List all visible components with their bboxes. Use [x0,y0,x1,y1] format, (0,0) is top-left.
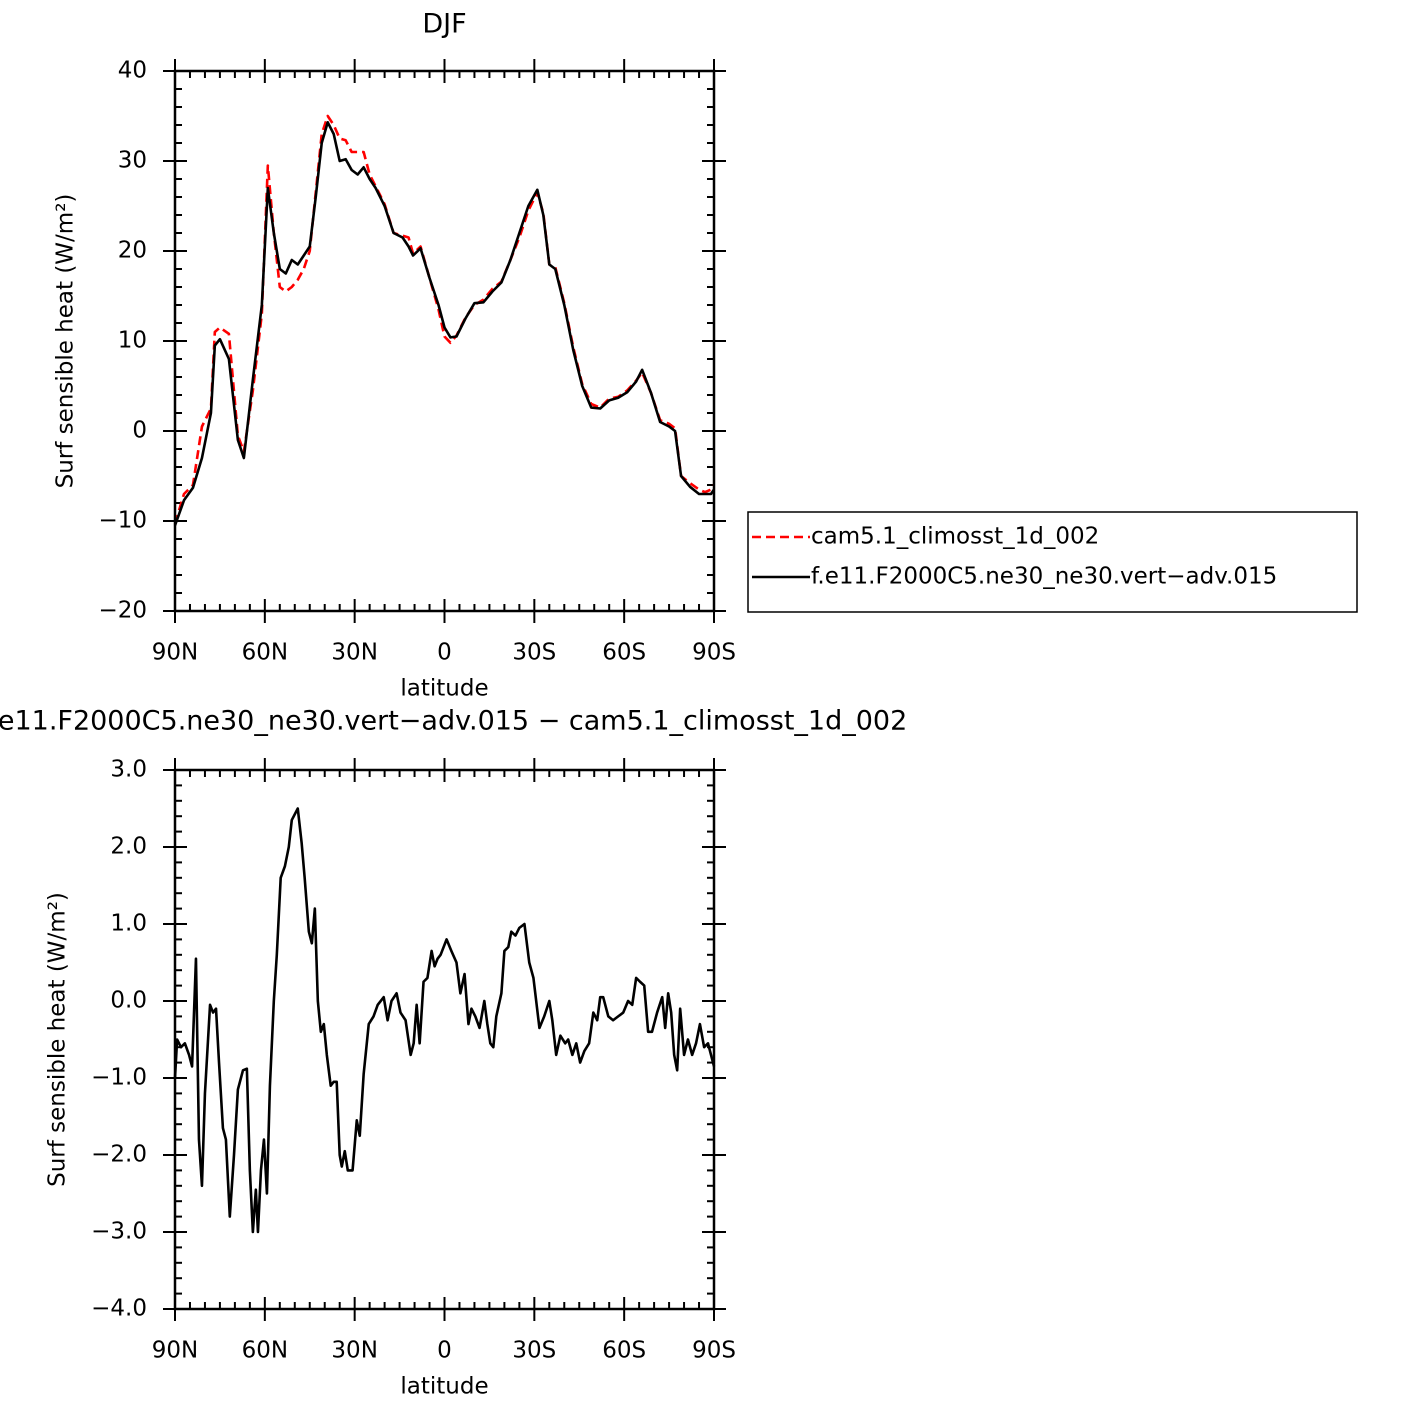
data-line [173,114,716,525]
x-tick-label: 60N [242,1338,288,1364]
chart-title: DJF [422,9,466,40]
y-tick-label: 3.0 [110,757,147,783]
x-axis-label: latitude [400,1374,488,1400]
y-tick-label: −20 [98,598,147,624]
y-tick-label: 0 [132,418,147,444]
y-tick-label: −2.0 [91,1142,147,1168]
x-tick-label: 30N [331,640,377,666]
x-tick-label: 60S [602,1338,646,1364]
x-tick-label: 90S [692,640,736,666]
x-tick-label: 30N [331,1338,377,1364]
x-tick-label: 0 [437,640,452,666]
x-tick-label: 0 [437,1338,452,1364]
x-tick-label: 90N [152,640,198,666]
y-tick-label: −1.0 [91,1065,147,1091]
x-tick-label: 30S [512,640,556,666]
x-axis-label: latitude [400,676,488,702]
x-tick-label: 90S [692,1338,736,1364]
y-tick-label: −10 [98,508,147,534]
y-tick-label: 40 [118,58,147,84]
y-tick-label: 1.0 [110,911,147,937]
legend-box [747,511,1358,613]
x-tick-label: 90N [152,1338,198,1364]
legend-label: f.e11.F2000C5.ne30_ne30.vert−adv.015 [811,564,1277,590]
y-tick-label: 10 [118,328,147,354]
data-line [173,121,716,526]
legend-label: cam5.1_climosst_1d_002 [811,524,1099,550]
x-tick-label: 30S [512,1338,556,1364]
data-line [173,807,716,1234]
chart-title: f.e11.F2000C5.ne30_ne30.vert−adv.015 − c… [0,706,907,737]
y-tick-label: 2.0 [110,834,147,860]
y-axis-label: Surf sensible heat (W/m²) [45,892,71,1187]
plot-frame [173,69,716,613]
y-tick-label: 30 [118,148,147,174]
x-tick-label: 60S [602,640,646,666]
y-tick-label: −4.0 [91,1296,147,1322]
y-tick-label: 0.0 [110,988,147,1014]
y-tick-label: 20 [118,238,147,264]
x-tick-label: 60N [242,640,288,666]
y-axis-label: Surf sensible heat (W/m²) [53,194,79,489]
plot-frame [173,768,716,1311]
y-tick-label: −3.0 [91,1219,147,1245]
